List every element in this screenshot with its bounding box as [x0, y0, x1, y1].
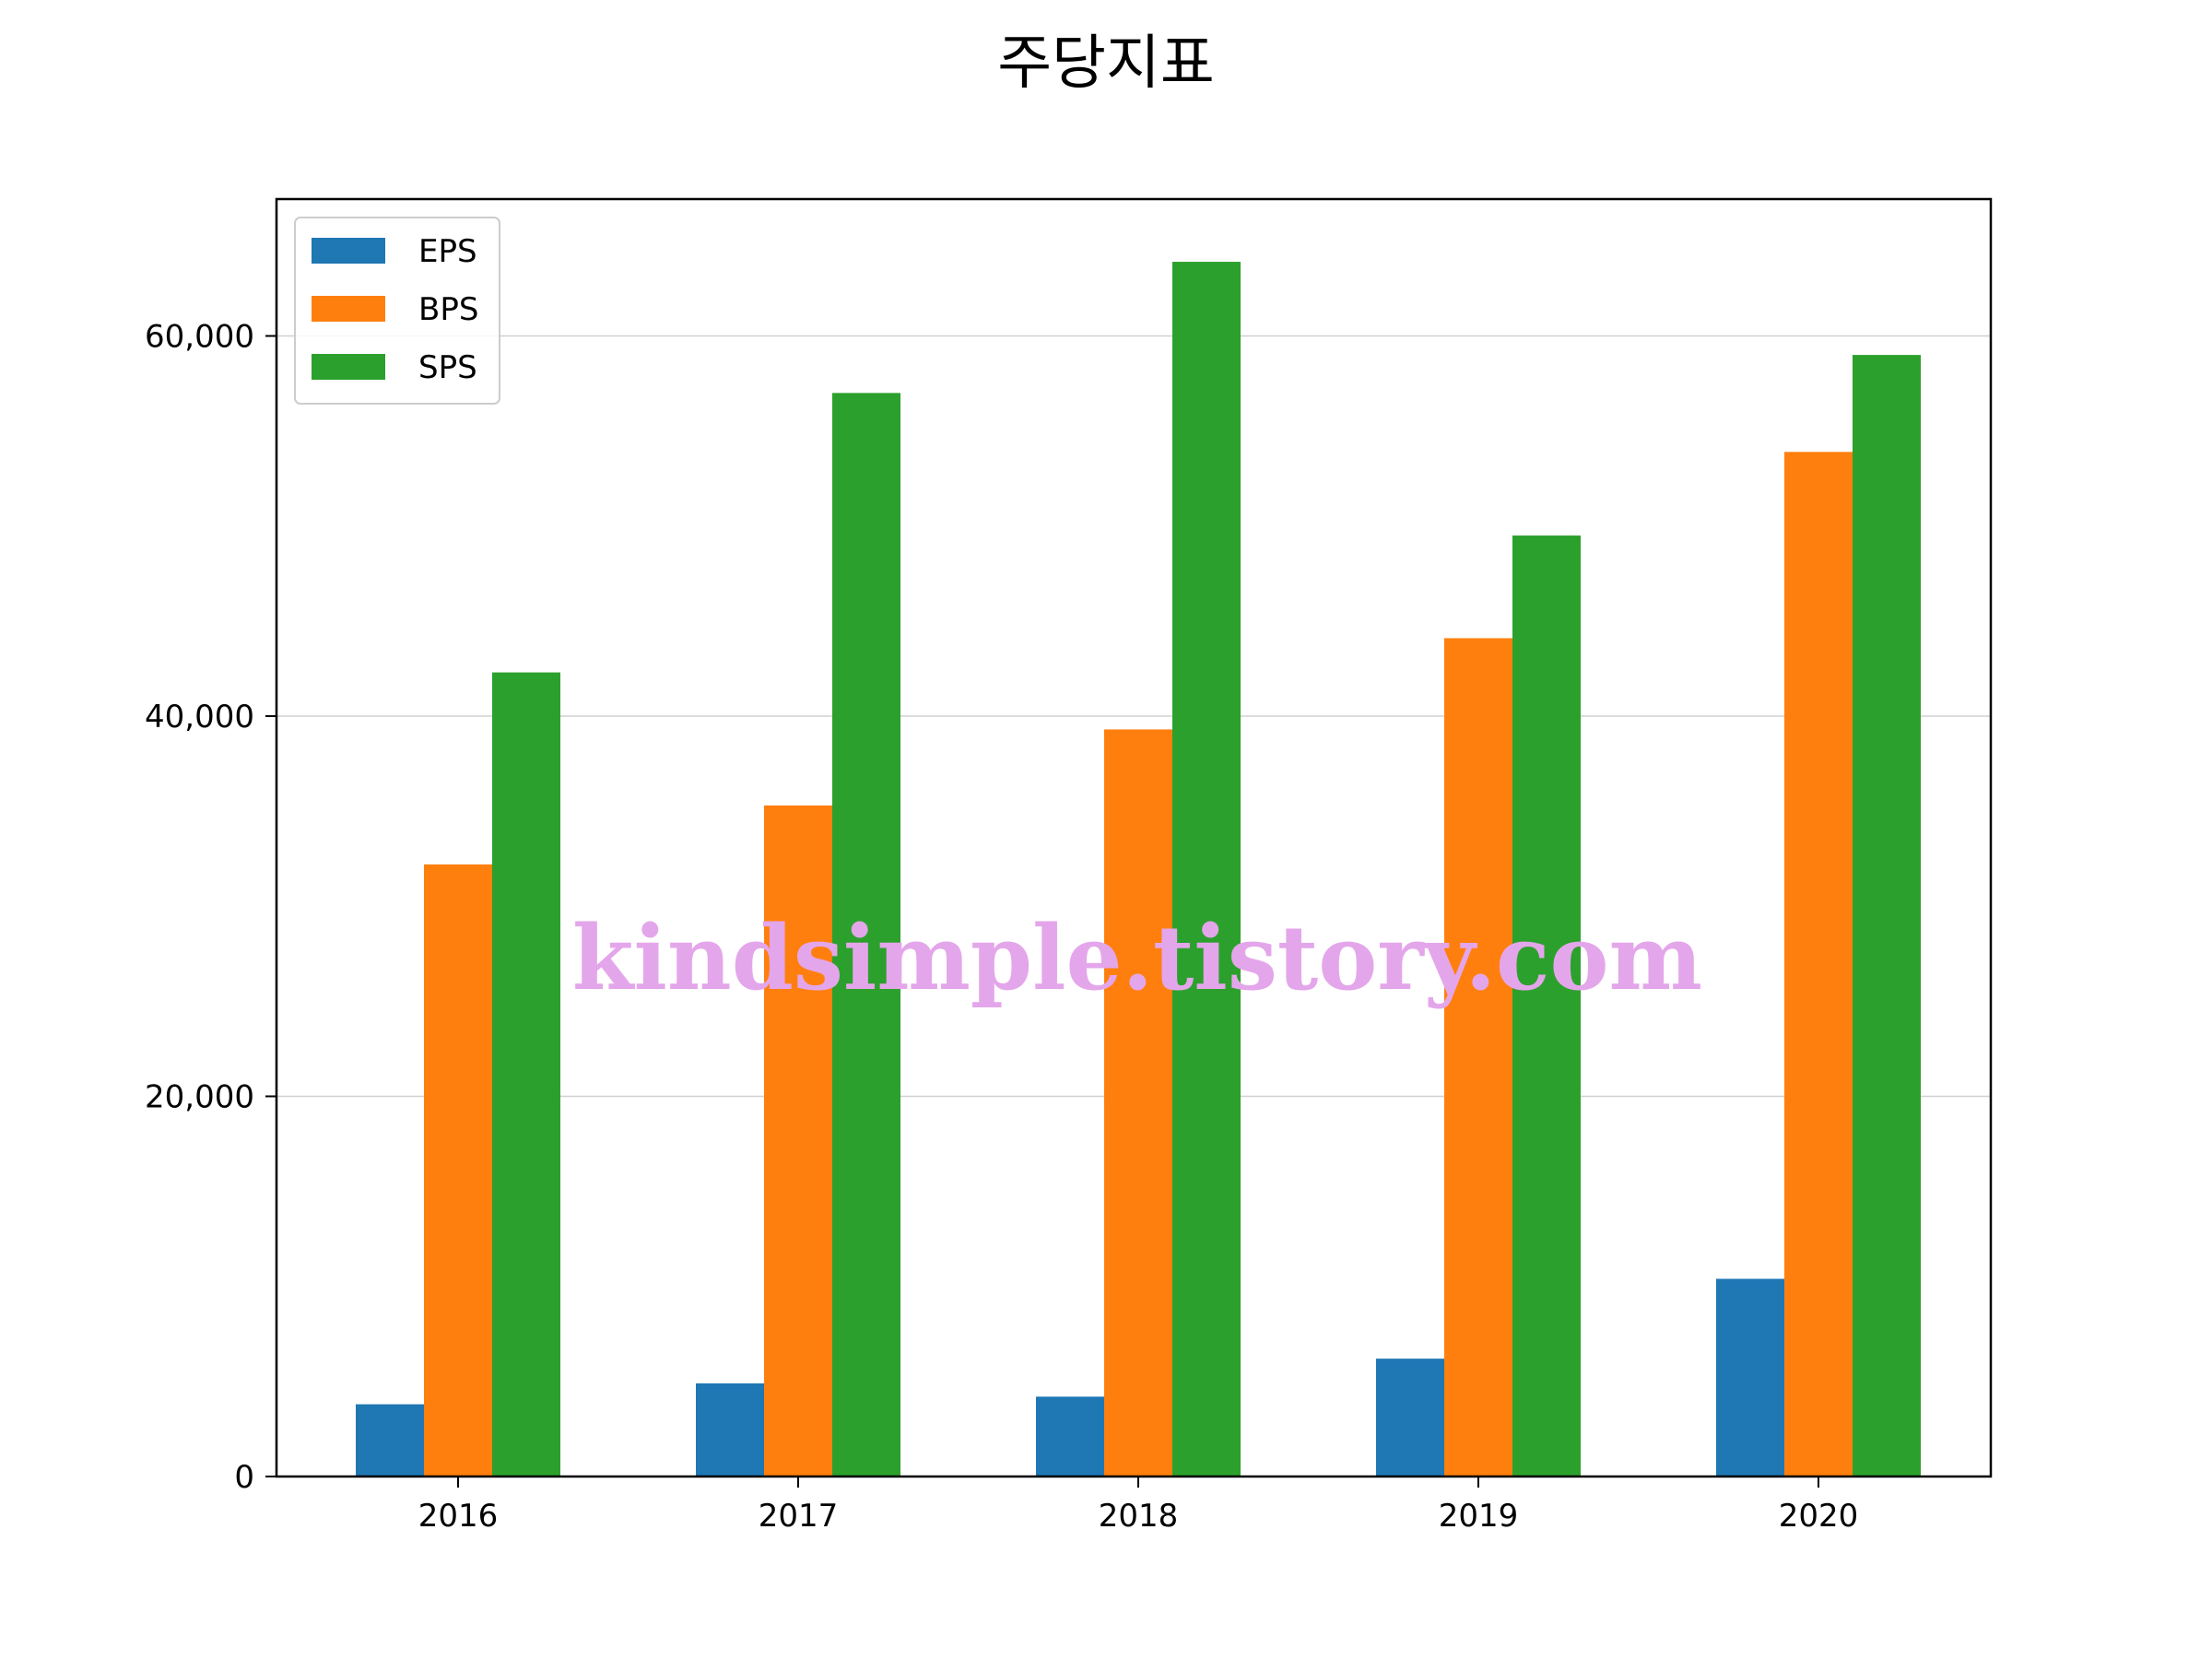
legend: EPS BPS SPS: [294, 217, 500, 405]
legend-swatch-sps: [312, 354, 385, 380]
x-tick-label: 2019: [1439, 1498, 1519, 1535]
bar-eps-2018: [1036, 1396, 1104, 1477]
bar-bps-2016: [424, 864, 492, 1477]
bar-eps-2017: [696, 1382, 764, 1477]
bar-eps-2020: [1716, 1278, 1784, 1477]
y-tick-label: 60,000: [145, 319, 254, 356]
legend-label-sps: SPS: [418, 349, 477, 386]
legend-label-eps: EPS: [418, 233, 477, 270]
bar-bps-2018: [1104, 729, 1172, 1477]
bar-sps-2017: [832, 393, 900, 1477]
legend-swatch-bps: [312, 296, 385, 322]
watermark-text: kindsimple.tistory.com: [572, 906, 1702, 1010]
y-axis: 0 20,000 40,000 60,000: [145, 319, 276, 1496]
x-tick-label: 2016: [418, 1498, 499, 1535]
x-axis: 2016 2017 2018 2019 2020: [418, 1477, 1859, 1535]
plot-frame: [275, 197, 1993, 1478]
x-tick-label: 2018: [1099, 1498, 1179, 1535]
bar-eps-2019: [1376, 1359, 1444, 1477]
bar-sps-2016: [492, 672, 560, 1477]
x-tick-label: 2017: [759, 1498, 839, 1535]
chart-title: 주당지표: [997, 29, 1215, 98]
y-tick-label: 0: [234, 1459, 254, 1496]
legend-swatch-eps: [312, 238, 385, 264]
bar-sps-2019: [1512, 535, 1581, 1477]
bar-sps-2020: [1853, 355, 1921, 1477]
y-tick-label: 40,000: [145, 699, 254, 735]
y-tick-label: 20,000: [145, 1079, 254, 1116]
bar-sps-2018: [1172, 262, 1241, 1477]
bar-eps-2016: [356, 1404, 424, 1477]
bars: [356, 262, 1921, 1477]
bar-bps-2019: [1444, 638, 1512, 1477]
bar-bps-2017: [764, 805, 832, 1477]
x-tick-label: 2020: [1779, 1498, 1859, 1535]
bar-bps-2020: [1784, 452, 1853, 1477]
legend-label-bps: BPS: [418, 291, 478, 328]
